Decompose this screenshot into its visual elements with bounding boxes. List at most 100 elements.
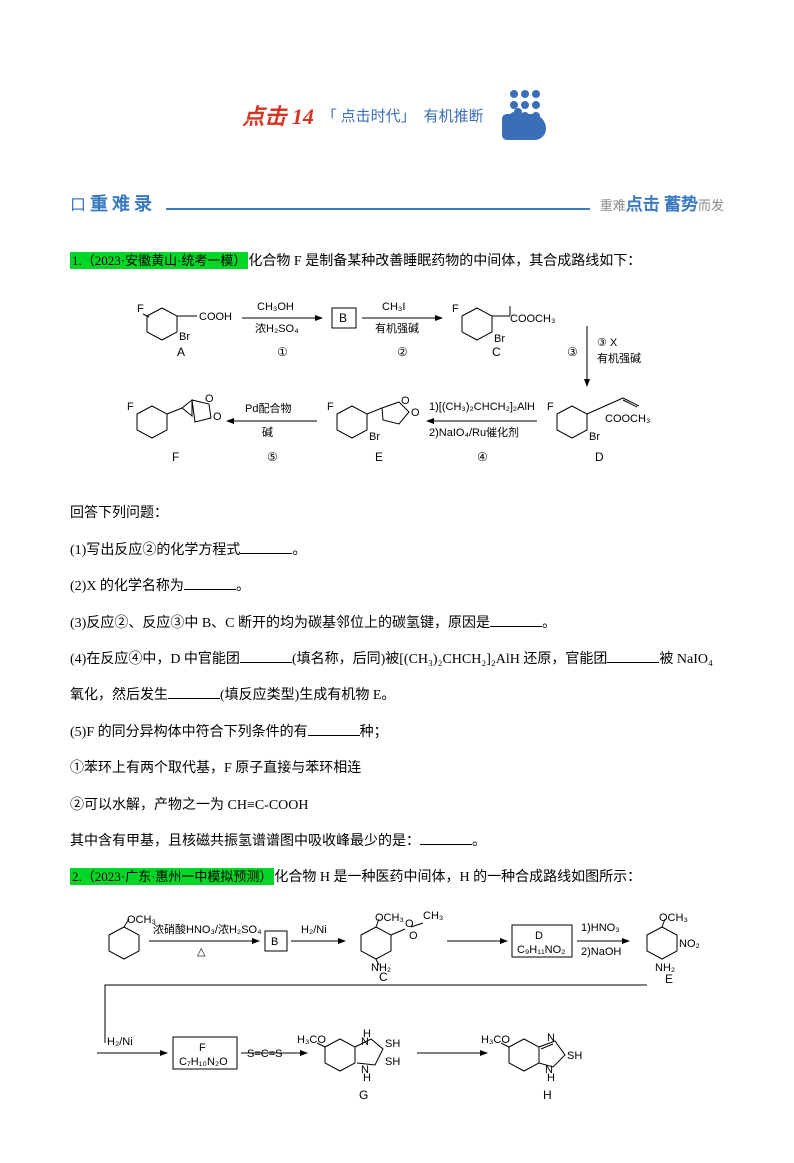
blank xyxy=(490,613,542,627)
svg-text:③ X: ③ X xyxy=(597,337,618,349)
svg-text:有机强碱: 有机强碱 xyxy=(375,321,419,335)
blank xyxy=(420,831,472,845)
svg-text:①: ① xyxy=(277,345,288,359)
svg-text:H: H xyxy=(547,1072,555,1084)
q1-p4d: 氧化，然后发生 xyxy=(70,688,168,703)
q1-p5: (5)F 的同分异构体中符合下列条件的有 种； xyxy=(70,715,724,751)
svg-text:CH₃I: CH₃I xyxy=(382,301,405,313)
blank xyxy=(240,649,292,663)
svg-text:N: N xyxy=(547,1032,555,1044)
q1-p4c: 被 NaIO₄ xyxy=(659,652,712,667)
svg-text:E: E xyxy=(665,972,673,986)
svg-text:CH₃OH: CH₃OH xyxy=(257,301,294,313)
svg-text:有机强碱: 有机强碱 xyxy=(597,351,641,365)
svg-text:②: ② xyxy=(397,345,408,359)
q1-intro-line: 1.（2023·安徽黄山·统考一模）化合物 F 是制备某种改善睡眠药物的中间体，… xyxy=(70,244,724,280)
q1-p5-end: 种； xyxy=(360,725,388,740)
q1-p5c2: ②可以水解，产物之一为 CH≡C-COOH xyxy=(70,788,724,824)
blank xyxy=(240,540,292,554)
svg-text:CH₃: CH₃ xyxy=(423,910,443,922)
page-header: 点击 14 「 点击时代」 有机推断 xyxy=(70,90,724,140)
svg-text:Br: Br xyxy=(179,331,190,343)
svg-text:O: O xyxy=(405,918,414,930)
svg-text:H₃CO: H₃CO xyxy=(297,1034,326,1046)
svg-text:NO₂: NO₂ xyxy=(679,938,700,950)
svg-text:1)HNO₃: 1)HNO₃ xyxy=(581,922,620,934)
svg-text:S=C=S: S=C=S xyxy=(247,1048,282,1060)
q1-p5c3: 其中含有甲基，且核磁共振氢谱谱图中吸收峰最少的是： 。 xyxy=(70,824,724,860)
svg-text:F: F xyxy=(137,303,144,315)
svg-text:F: F xyxy=(172,450,179,464)
svg-text:COOCH₃: COOCH₃ xyxy=(510,313,555,325)
q1-p3-text: (3)反应②、反应③中 B、C 断开的均为碳基邻位上的碳氢键，原因是 xyxy=(70,616,490,631)
q1-p5c1: ①苯环上有两个取代基，F 原子直接与苯环相连 xyxy=(70,751,724,787)
svg-text:⑤: ⑤ xyxy=(267,450,278,464)
click-hand-icon xyxy=(492,90,552,140)
svg-text:F: F xyxy=(199,1042,206,1054)
q1-p1: (1)写出反应②的化学方程式。 xyxy=(70,533,724,569)
tail-prefix: 重难 xyxy=(600,198,626,213)
svg-text:F: F xyxy=(547,401,554,413)
q1-p4e: (填反应类型)生成有机物 E。 xyxy=(220,688,395,703)
svg-text:SH: SH xyxy=(567,1050,582,1062)
svg-text:③: ③ xyxy=(567,345,578,359)
svg-text:SH: SH xyxy=(385,1038,400,1050)
header-bracket: 「 点击时代」 xyxy=(322,105,416,126)
scheme2-svg: OCH₃ 浓硝酸HNO₃/浓H₂SO₄ △ B H₂/Ni OCH₃ NH₂ O xyxy=(87,903,707,1113)
q1-p1-end: 。 xyxy=(292,543,306,558)
q1-p4: (4)在反应④中，D 中官能团 (填名称，后同)被[(CH₃)₂CHCH₂]₂Al… xyxy=(70,642,724,678)
svg-text:H: H xyxy=(363,1072,371,1084)
scheme1: F Br COOH A CH₃OH 浓H₂SO₄ ① B CH₃I 有机强碱 ②… xyxy=(70,286,724,486)
svg-text:F: F xyxy=(127,401,134,413)
svg-text:C₇H₁₀N₂O: C₇H₁₀N₂O xyxy=(179,1056,228,1068)
svg-text:H: H xyxy=(543,1088,552,1102)
q1-p4-line2: 氧化，然后发生 (填反应类型)生成有机物 E。 xyxy=(70,678,724,714)
scheme1-svg: F Br COOH A CH₃OH 浓H₂SO₄ ① B CH₃I 有机强碱 ②… xyxy=(117,286,677,486)
svg-text:B: B xyxy=(271,936,278,948)
q2-intro-line: 2.（2023·广东·惠州一中模拟预测）化合物 H 是一种医药中间体，H 的一种… xyxy=(70,860,724,896)
svg-text:SH: SH xyxy=(385,1056,400,1068)
svg-text:O: O xyxy=(205,393,214,405)
svg-text:C: C xyxy=(492,345,501,359)
svg-text:COOCH₃: COOCH₃ xyxy=(605,413,650,425)
svg-text:浓H₂SO₄: 浓H₂SO₄ xyxy=(255,322,299,335)
svg-text:H₂/Ni: H₂/Ni xyxy=(107,1036,133,1048)
header-subtitle: 有机推断 xyxy=(424,105,484,126)
q1-tag: 1.（2023·安徽黄山·统考一模） xyxy=(70,252,248,269)
svg-text:△: △ xyxy=(197,946,206,958)
svg-text:COOH: COOH xyxy=(199,311,232,323)
svg-text:O: O xyxy=(409,930,418,942)
svg-text:OCH₃: OCH₃ xyxy=(375,912,404,924)
q2-tag: 2.（2023·广东·惠州一中模拟预测） xyxy=(70,868,274,885)
svg-text:N: N xyxy=(361,1036,369,1048)
section-title-row: 口 重难录 重难点击 蓄势而发 xyxy=(70,190,724,216)
svg-text:OCH₃: OCH₃ xyxy=(127,914,156,926)
svg-text:Br: Br xyxy=(589,431,600,443)
svg-text:Pd配合物: Pd配合物 xyxy=(245,401,291,415)
svg-text:E: E xyxy=(375,450,383,464)
svg-text:D: D xyxy=(595,450,604,464)
svg-text:浓硝酸HNO₃/浓H₂SO₄: 浓硝酸HNO₃/浓H₂SO₄ xyxy=(153,922,262,936)
svg-text:O: O xyxy=(213,411,222,423)
svg-text:碱: 碱 xyxy=(262,426,273,439)
tail-accent: 蓄势 xyxy=(660,195,698,214)
svg-text:G: G xyxy=(359,1088,368,1102)
q1-p4b: (填名称，后同)被[(CH₃)₂CHCH₂]₂AlH 还原，官能团 xyxy=(292,652,607,667)
q1-p5c3-end: 。 xyxy=(472,834,486,849)
q1-p2-end: 。 xyxy=(236,579,250,594)
q1-p4a: (4)在反应④中，D 中官能团 xyxy=(70,652,240,667)
blank xyxy=(168,685,220,699)
svg-text:C: C xyxy=(379,970,388,984)
q1-p3-end: 。 xyxy=(542,616,556,631)
q1-p2-text: (2)X 的化学名称为 xyxy=(70,579,184,594)
q2-intro: 化合物 H 是一种医药中间体，H 的一种合成路线如图所示： xyxy=(274,870,641,885)
blank xyxy=(184,576,236,590)
svg-text:④: ④ xyxy=(477,450,488,464)
q1-p5c3-text: 其中含有甲基，且核磁共振氢谱谱图中吸收峰最少的是： xyxy=(70,834,420,849)
tail-grey: 而发 xyxy=(698,198,724,213)
blank xyxy=(607,649,659,663)
svg-text:B: B xyxy=(339,311,347,325)
svg-text:A: A xyxy=(177,345,185,359)
q1-p5-text: (5)F 的同分异构体中符合下列条件的有 xyxy=(70,725,308,740)
svg-text:F: F xyxy=(327,401,334,413)
